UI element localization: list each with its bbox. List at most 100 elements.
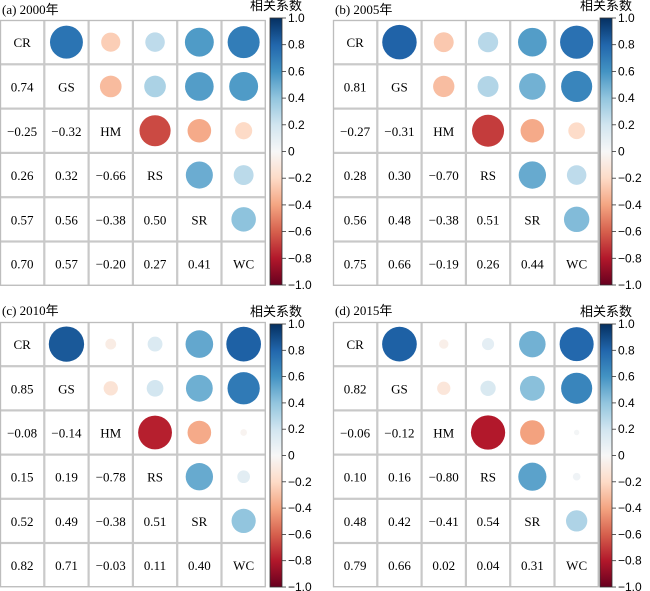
correlation-circle xyxy=(568,122,585,140)
correlation-circle xyxy=(561,372,593,404)
correlation-value-label: 0.51 xyxy=(144,514,167,529)
grid-cell xyxy=(332,19,378,65)
correlation-circle xyxy=(237,470,251,484)
variable-label: CR xyxy=(346,35,364,50)
panel-frame xyxy=(332,321,599,588)
colorbar-tick-label: 0.4 xyxy=(618,396,635,410)
correlation-value-label: −0.66 xyxy=(96,168,127,183)
grid-cell xyxy=(332,454,378,499)
correlation-circle xyxy=(518,462,547,491)
grid-cell xyxy=(421,108,467,153)
correlation-value-label: 0.26 xyxy=(11,168,34,183)
correlation-circle xyxy=(559,327,594,362)
grid-cell xyxy=(88,321,133,367)
colorbar-tick-label: 0.4 xyxy=(288,91,305,105)
correlation-circle xyxy=(477,75,499,97)
grid-cell xyxy=(332,64,378,109)
grid-cell xyxy=(0,152,45,198)
colorbar-tick-label: −0.8 xyxy=(618,554,642,568)
variable-label: GS xyxy=(391,79,408,94)
grid-cell xyxy=(0,197,45,242)
grid-cell xyxy=(554,410,599,455)
colorbar-tick-label: 0.2 xyxy=(288,118,305,132)
variable-label: SR xyxy=(524,514,540,529)
grid-cell xyxy=(421,454,467,499)
colorbar-tick-label: 0.4 xyxy=(288,396,305,410)
grid-cell xyxy=(88,197,133,242)
colorbar-tick-label: 0.8 xyxy=(288,38,305,52)
correlation-value-label: −0.70 xyxy=(429,168,459,183)
grid-cell xyxy=(221,241,266,286)
colorbar-tick-label: −0.4 xyxy=(288,198,312,212)
colorbar-title: 相关系数 xyxy=(580,304,632,319)
correlation-circle xyxy=(231,508,256,534)
grid-cell xyxy=(421,410,467,455)
colorbar-tick-label: −1.0 xyxy=(618,580,642,591)
correlation-value-label: 0.31 xyxy=(521,558,544,573)
correlation-value-label: −0.32 xyxy=(51,124,81,139)
correlation-value-label: 0.54 xyxy=(477,514,500,529)
grid-cell xyxy=(465,197,511,242)
correlation-circle xyxy=(185,72,214,101)
colorbar-tick-label: −0.4 xyxy=(288,501,312,515)
colorbar-tick-label: 0.2 xyxy=(618,118,635,132)
colorbar-tick-label: −1.0 xyxy=(288,278,312,292)
correlation-value-label: −0.06 xyxy=(340,426,371,441)
correlation-value-label: 0.16 xyxy=(388,470,411,485)
correlation-circle xyxy=(437,381,451,395)
colorbar-tick-label: −0.8 xyxy=(618,251,642,265)
correlation-circle xyxy=(187,118,212,143)
correlation-value-label: −0.38 xyxy=(96,514,126,529)
grid-cell xyxy=(465,152,511,198)
colorbar-tick-label: 0.8 xyxy=(618,38,635,52)
grid-cell xyxy=(377,366,422,411)
grid-cell xyxy=(44,454,89,499)
grid-cell xyxy=(332,498,378,544)
grid-cell xyxy=(377,410,422,455)
correlation-circle xyxy=(382,326,417,362)
correlation-circle xyxy=(433,32,454,53)
correlation-value-label: 0.49 xyxy=(55,514,78,529)
correlation-circle xyxy=(229,71,259,101)
correlation-circle xyxy=(105,338,117,350)
correlation-circle xyxy=(226,326,261,362)
grid-cell xyxy=(421,542,467,588)
correlation-circle xyxy=(566,165,587,185)
variable-label: GS xyxy=(58,381,75,396)
panel-title: (a) 2000年 xyxy=(2,2,59,17)
panel-title: (c) 2010年 xyxy=(2,303,59,318)
grid-cell xyxy=(377,152,422,198)
colorbar-tick-label: 0.4 xyxy=(618,91,635,105)
panel-frame xyxy=(332,19,599,286)
grid-cell xyxy=(88,410,133,455)
correlation-circle xyxy=(382,24,417,60)
correlation-value-label: 0.41 xyxy=(188,257,211,272)
grid-cell xyxy=(332,410,378,455)
correlation-value-label: 0.74 xyxy=(11,79,34,94)
correlation-circle xyxy=(144,75,166,98)
correlation-circle xyxy=(138,415,172,450)
colorbar-tick-label: 0 xyxy=(618,145,625,159)
grid-cell xyxy=(177,542,222,588)
colorbar-title: 相关系数 xyxy=(580,0,632,13)
grid-cell xyxy=(44,197,89,242)
correlation-value-label: −0.20 xyxy=(96,257,126,272)
correlation-value-label: 0.28 xyxy=(344,168,367,183)
correlation-value-label: 0.82 xyxy=(344,381,367,396)
correlation-value-label: 0.27 xyxy=(144,257,167,272)
variable-label: RS xyxy=(147,470,163,485)
correlation-value-label: 0.02 xyxy=(432,558,455,573)
grid-cell xyxy=(332,542,378,588)
correlation-value-label: 0.57 xyxy=(55,257,78,272)
correlation-circle xyxy=(227,372,260,405)
colorbar-tick-label: −0.2 xyxy=(618,475,642,489)
correlation-panel: (b) 2005年 CR GS HM RS SR WC 0.81 −0.27 −0.31 0.28 0… xyxy=(332,2,599,286)
grid-cell xyxy=(0,64,45,109)
grid-cell xyxy=(510,197,555,242)
grid-cell xyxy=(510,542,555,588)
grid-cell xyxy=(377,498,422,544)
correlation-circle xyxy=(185,374,213,402)
